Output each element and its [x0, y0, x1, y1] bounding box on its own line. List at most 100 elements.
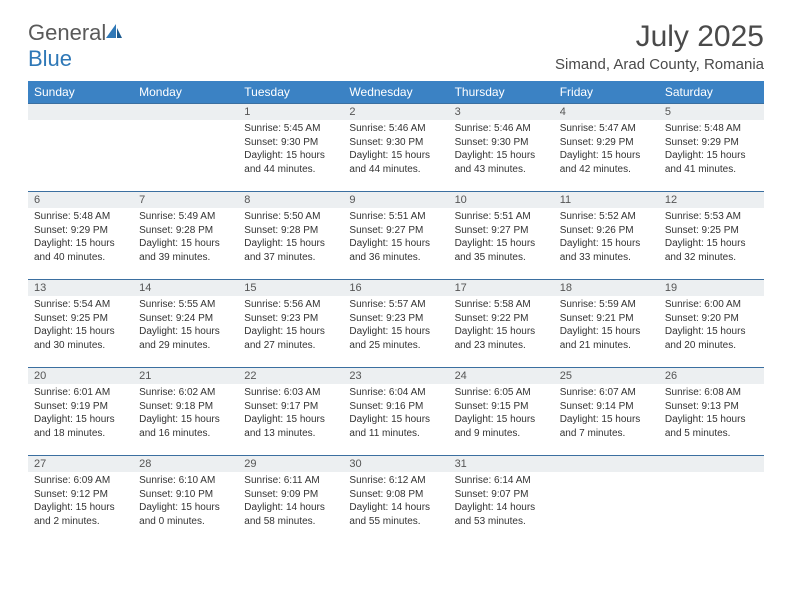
day-cell: 22Sunrise: 6:03 AMSunset: 9:17 PMDayligh… — [238, 367, 343, 455]
day-number: 29 — [238, 456, 343, 472]
day-cell: 29Sunrise: 6:11 AMSunset: 9:09 PMDayligh… — [238, 455, 343, 543]
day-details: Sunrise: 5:55 AMSunset: 9:24 PMDaylight:… — [133, 296, 238, 356]
day-details: Sunrise: 5:57 AMSunset: 9:23 PMDaylight:… — [343, 296, 448, 356]
empty-cell — [659, 455, 764, 543]
day-number: 11 — [554, 192, 659, 208]
day-details: Sunrise: 6:10 AMSunset: 9:10 PMDaylight:… — [133, 472, 238, 532]
day-number: 14 — [133, 280, 238, 296]
day-number: 25 — [554, 368, 659, 384]
day-details: Sunrise: 5:58 AMSunset: 9:22 PMDaylight:… — [449, 296, 554, 356]
logo: GeneralBlue — [28, 20, 124, 72]
day-details: Sunrise: 6:02 AMSunset: 9:18 PMDaylight:… — [133, 384, 238, 444]
day-cell: 26Sunrise: 6:08 AMSunset: 9:13 PMDayligh… — [659, 367, 764, 455]
day-number: 12 — [659, 192, 764, 208]
day-number: 5 — [659, 104, 764, 120]
day-number: 23 — [343, 368, 448, 384]
day-number: 2 — [343, 104, 448, 120]
day-cell: 28Sunrise: 6:10 AMSunset: 9:10 PMDayligh… — [133, 455, 238, 543]
day-cell: 17Sunrise: 5:58 AMSunset: 9:22 PMDayligh… — [449, 279, 554, 367]
day-details: Sunrise: 6:12 AMSunset: 9:08 PMDaylight:… — [343, 472, 448, 532]
day-cell: 25Sunrise: 6:07 AMSunset: 9:14 PMDayligh… — [554, 367, 659, 455]
day-details: Sunrise: 5:46 AMSunset: 9:30 PMDaylight:… — [343, 120, 448, 180]
logo-text: GeneralBlue — [28, 20, 124, 72]
day-cell: 12Sunrise: 5:53 AMSunset: 9:25 PMDayligh… — [659, 191, 764, 279]
weekday-header: Monday — [133, 81, 238, 103]
day-number: 7 — [133, 192, 238, 208]
day-cell: 16Sunrise: 5:57 AMSunset: 9:23 PMDayligh… — [343, 279, 448, 367]
day-details: Sunrise: 5:46 AMSunset: 9:30 PMDaylight:… — [449, 120, 554, 180]
weekday-header: Wednesday — [343, 81, 448, 103]
day-cell: 24Sunrise: 6:05 AMSunset: 9:15 PMDayligh… — [449, 367, 554, 455]
day-cell: 3Sunrise: 5:46 AMSunset: 9:30 PMDaylight… — [449, 103, 554, 191]
day-details — [28, 120, 133, 180]
logo-sail-icon — [106, 20, 124, 45]
day-details: Sunrise: 5:53 AMSunset: 9:25 PMDaylight:… — [659, 208, 764, 268]
day-number — [659, 456, 764, 472]
day-details: Sunrise: 6:04 AMSunset: 9:16 PMDaylight:… — [343, 384, 448, 444]
day-number — [554, 456, 659, 472]
day-details: Sunrise: 5:48 AMSunset: 9:29 PMDaylight:… — [28, 208, 133, 268]
weekday-header: Friday — [554, 81, 659, 103]
day-details: Sunrise: 6:09 AMSunset: 9:12 PMDaylight:… — [28, 472, 133, 532]
day-number: 20 — [28, 368, 133, 384]
empty-cell — [133, 103, 238, 191]
calendar-row: 20Sunrise: 6:01 AMSunset: 9:19 PMDayligh… — [28, 367, 764, 455]
empty-cell — [28, 103, 133, 191]
day-cell: 10Sunrise: 5:51 AMSunset: 9:27 PMDayligh… — [449, 191, 554, 279]
weekday-header-row: SundayMondayTuesdayWednesdayThursdayFrid… — [28, 81, 764, 103]
day-number: 15 — [238, 280, 343, 296]
day-number: 4 — [554, 104, 659, 120]
day-details: Sunrise: 6:11 AMSunset: 9:09 PMDaylight:… — [238, 472, 343, 532]
day-details: Sunrise: 5:50 AMSunset: 9:28 PMDaylight:… — [238, 208, 343, 268]
day-details: Sunrise: 5:51 AMSunset: 9:27 PMDaylight:… — [343, 208, 448, 268]
day-number: 13 — [28, 280, 133, 296]
day-number: 9 — [343, 192, 448, 208]
weekday-header: Saturday — [659, 81, 764, 103]
day-cell: 20Sunrise: 6:01 AMSunset: 9:19 PMDayligh… — [28, 367, 133, 455]
day-cell: 13Sunrise: 5:54 AMSunset: 9:25 PMDayligh… — [28, 279, 133, 367]
day-number: 19 — [659, 280, 764, 296]
day-cell: 4Sunrise: 5:47 AMSunset: 9:29 PMDaylight… — [554, 103, 659, 191]
day-number: 8 — [238, 192, 343, 208]
day-details: Sunrise: 6:08 AMSunset: 9:13 PMDaylight:… — [659, 384, 764, 444]
day-number: 22 — [238, 368, 343, 384]
day-details: Sunrise: 5:45 AMSunset: 9:30 PMDaylight:… — [238, 120, 343, 180]
day-details: Sunrise: 5:51 AMSunset: 9:27 PMDaylight:… — [449, 208, 554, 268]
day-details: Sunrise: 6:07 AMSunset: 9:14 PMDaylight:… — [554, 384, 659, 444]
calendar-row: 6Sunrise: 5:48 AMSunset: 9:29 PMDaylight… — [28, 191, 764, 279]
month-title: July 2025 — [555, 20, 764, 54]
day-number: 3 — [449, 104, 554, 120]
day-number: 24 — [449, 368, 554, 384]
day-cell: 27Sunrise: 6:09 AMSunset: 9:12 PMDayligh… — [28, 455, 133, 543]
day-details: Sunrise: 5:52 AMSunset: 9:26 PMDaylight:… — [554, 208, 659, 268]
day-number: 31 — [449, 456, 554, 472]
day-cell: 30Sunrise: 6:12 AMSunset: 9:08 PMDayligh… — [343, 455, 448, 543]
logo-word-1: General — [28, 20, 106, 45]
day-cell: 6Sunrise: 5:48 AMSunset: 9:29 PMDaylight… — [28, 191, 133, 279]
day-details — [554, 472, 659, 532]
day-cell: 23Sunrise: 6:04 AMSunset: 9:16 PMDayligh… — [343, 367, 448, 455]
day-number: 28 — [133, 456, 238, 472]
day-details — [659, 472, 764, 532]
day-cell: 15Sunrise: 5:56 AMSunset: 9:23 PMDayligh… — [238, 279, 343, 367]
day-details: Sunrise: 5:56 AMSunset: 9:23 PMDaylight:… — [238, 296, 343, 356]
day-details: Sunrise: 6:14 AMSunset: 9:07 PMDaylight:… — [449, 472, 554, 532]
day-number: 10 — [449, 192, 554, 208]
day-cell: 31Sunrise: 6:14 AMSunset: 9:07 PMDayligh… — [449, 455, 554, 543]
day-details: Sunrise: 5:54 AMSunset: 9:25 PMDaylight:… — [28, 296, 133, 356]
day-number: 18 — [554, 280, 659, 296]
weekday-header: Tuesday — [238, 81, 343, 103]
day-details: Sunrise: 5:59 AMSunset: 9:21 PMDaylight:… — [554, 296, 659, 356]
day-number — [28, 104, 133, 120]
day-cell: 19Sunrise: 6:00 AMSunset: 9:20 PMDayligh… — [659, 279, 764, 367]
calendar-row: 27Sunrise: 6:09 AMSunset: 9:12 PMDayligh… — [28, 455, 764, 543]
day-cell: 5Sunrise: 5:48 AMSunset: 9:29 PMDaylight… — [659, 103, 764, 191]
day-details: Sunrise: 6:00 AMSunset: 9:20 PMDaylight:… — [659, 296, 764, 356]
day-number: 16 — [343, 280, 448, 296]
day-cell: 18Sunrise: 5:59 AMSunset: 9:21 PMDayligh… — [554, 279, 659, 367]
calendar-row: 13Sunrise: 5:54 AMSunset: 9:25 PMDayligh… — [28, 279, 764, 367]
day-details: Sunrise: 6:03 AMSunset: 9:17 PMDaylight:… — [238, 384, 343, 444]
calendar-table: SundayMondayTuesdayWednesdayThursdayFrid… — [28, 81, 764, 543]
day-number: 1 — [238, 104, 343, 120]
day-cell: 9Sunrise: 5:51 AMSunset: 9:27 PMDaylight… — [343, 191, 448, 279]
